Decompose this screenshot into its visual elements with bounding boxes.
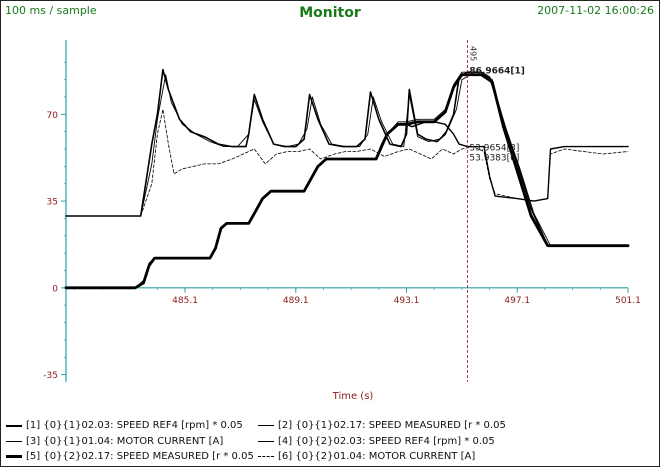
series-line-5: [64, 73, 630, 290]
x-tick-label: 493.1: [394, 296, 420, 306]
legend-label: [5] {0}{2}02.17: SPEED MEASURED [r * 0.0…: [26, 451, 254, 462]
legend-swatch-icon: [6, 455, 22, 458]
timestamp-label: 2007-11-02 16:00:26: [537, 4, 654, 17]
legend-item-4: [4] {0}{2}02.03: SPEED REF4 [rpm] * 0.05: [258, 436, 495, 447]
legend-item-5: [5] {0}{2}02.17: SPEED MEASURED [r * 0.0…: [6, 451, 254, 462]
legend: [1] {0}{1}02.03: SPEED REF4 [rpm] * 0.05…: [0, 418, 660, 467]
legend-label: [2] {0}{1}02.17: SPEED MEASURED [r * 0.0…: [278, 420, 506, 431]
y-tick-label: -35: [43, 371, 58, 381]
chart-axes: 70 35 0 -35 485.1 489.1 493.1 497.1 501.1: [43, 40, 641, 382]
cursor-layer[interactable]: 495 86.9664[1] 53.9654[3]53.9383[6]: [467, 40, 525, 382]
cursor-readout: 53.9654[3]: [469, 144, 519, 154]
legend-swatch-icon: [258, 425, 274, 426]
x-tick-label: 497.1: [504, 296, 530, 306]
cursor-value-label: 495: [468, 46, 477, 61]
x-tick-label: 489.1: [283, 296, 309, 306]
legend-label: [1] {0}{1}02.03: SPEED REF4 [rpm] * 0.05: [26, 420, 243, 431]
line-chart[interactable]: 70 35 0 -35 485.1 489.1 493.1 497.1 501.1 495 86.…: [0, 0, 660, 418]
cursor-readout: 86.9664[1]: [469, 67, 524, 77]
sample-rate-label: 100 ms / sample: [5, 4, 97, 17]
x-axis-label: Time (s): [332, 391, 374, 402]
legend-label: [4] {0}{2}02.03: SPEED REF4 [rpm] * 0.05: [278, 436, 495, 447]
legend-item-2: [2] {0}{1}02.17: SPEED MEASURED [r * 0.0…: [258, 420, 506, 431]
series-layer: [64, 68, 630, 290]
y-tick-label: 0: [52, 284, 58, 294]
chart-title: Monitor: [299, 5, 361, 21]
legend-item-1: [1] {0}{1}02.03: SPEED REF4 [rpm] * 0.05: [6, 420, 243, 431]
x-tick-label: 501.1: [615, 296, 641, 306]
legend-swatch-icon: [6, 424, 22, 427]
series-line-4: [65, 71, 629, 289]
cursor-readout: 53.9383[6]: [469, 153, 519, 163]
legend-swatch-icon: [6, 441, 22, 442]
y-tick-label: 35: [47, 198, 58, 208]
x-tick-label: 485.1: [172, 296, 198, 306]
legend-label: [6] {0}{2}01.04: MOTOR CURRENT [A]: [278, 451, 476, 462]
legend-item-6: [6] {0}{2}01.04: MOTOR CURRENT [A]: [258, 451, 475, 462]
legend-swatch-icon: [258, 456, 274, 457]
legend-label: [3] {0}{1}01.04: MOTOR CURRENT [A]: [26, 436, 224, 447]
series-line-6: [65, 109, 629, 217]
y-tick-label: 70: [47, 111, 59, 121]
legend-swatch-icon: [258, 441, 274, 442]
legend-item-3: [3] {0}{1}01.04: MOTOR CURRENT [A]: [6, 436, 223, 447]
